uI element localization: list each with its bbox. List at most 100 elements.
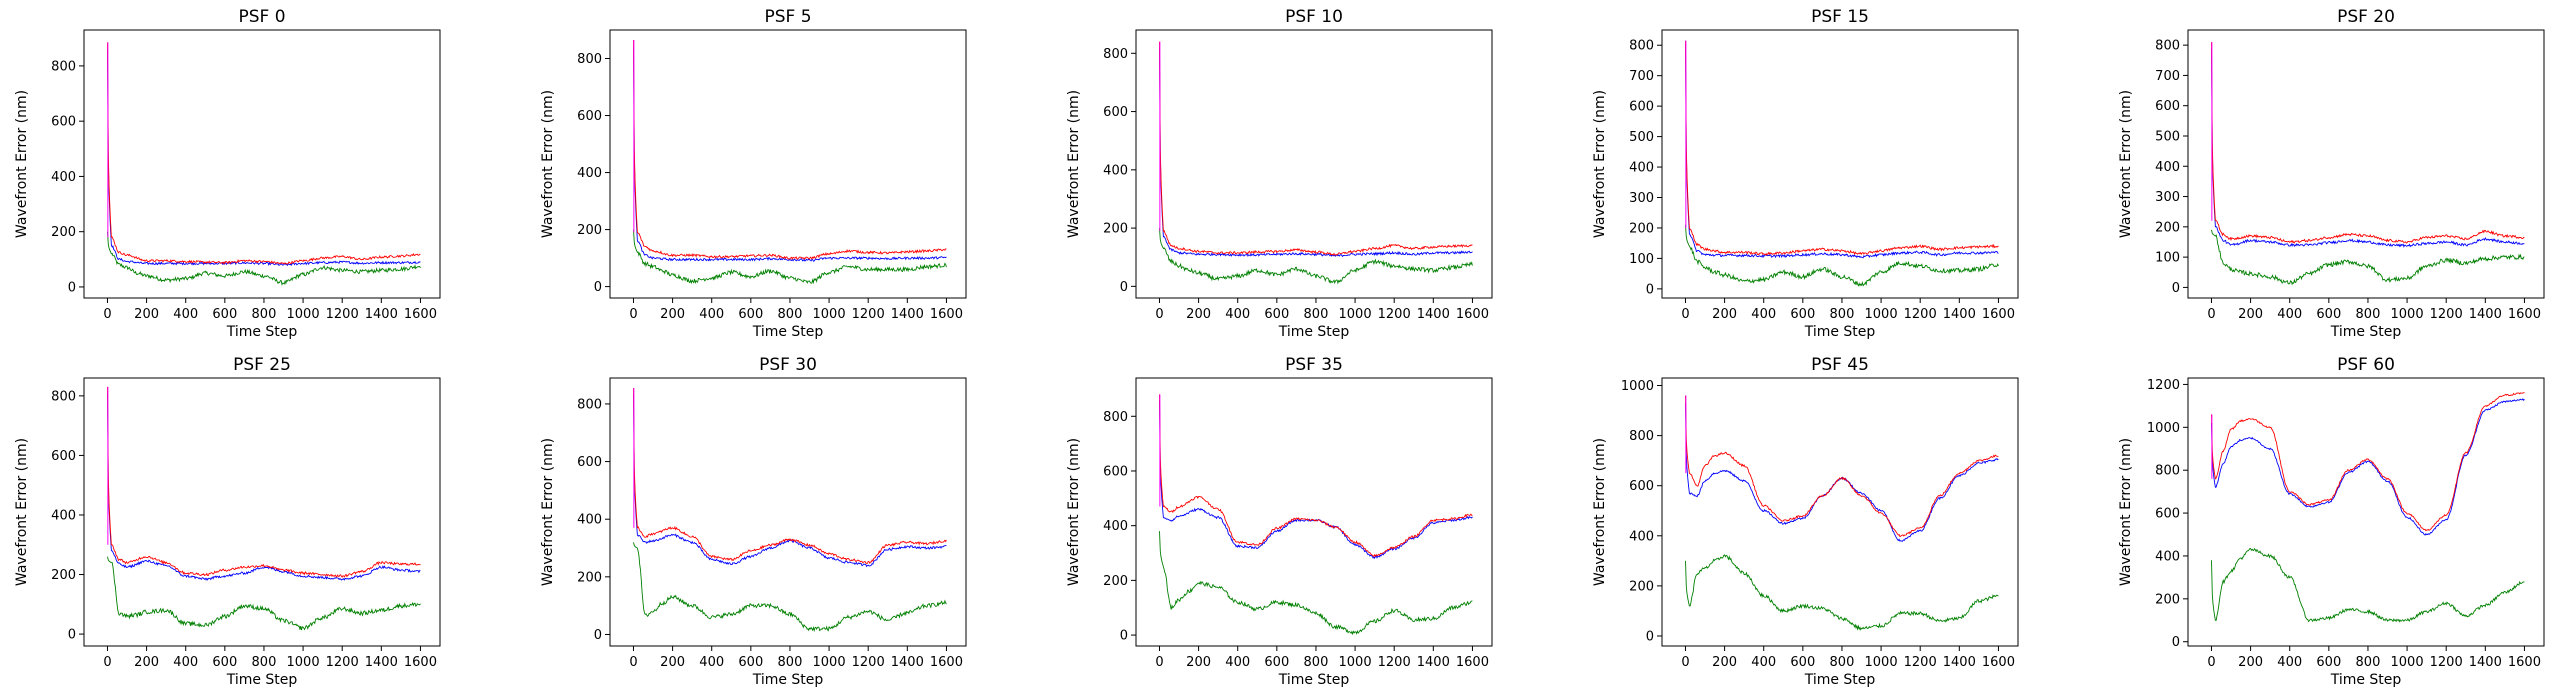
subplot-title: PSF 25: [233, 355, 291, 375]
axes-frame: [1661, 29, 2019, 299]
y-tick-label: 1000: [1621, 379, 1654, 394]
x-tick-label: 400: [699, 307, 724, 322]
subplot-title: PSF 20: [2337, 7, 2395, 27]
y-tick-label: 800: [1629, 39, 1654, 54]
series-green: [107, 556, 421, 631]
y-tick-label: 0: [1120, 280, 1128, 295]
y-tick-label: 1000: [2147, 421, 2180, 436]
y-tick-label: 200: [1103, 222, 1128, 237]
x-tick-label: 200: [1712, 655, 1737, 670]
x-tick-label: 400: [1225, 655, 1250, 670]
y-tick-label: 200: [2155, 592, 2180, 607]
y-tick-label: 200: [1629, 221, 1654, 236]
x-tick-label: 1000: [2391, 307, 2424, 322]
y-tick-label: 800: [1629, 429, 1654, 444]
x-tick-label: 1000: [2391, 655, 2424, 670]
series-red: [2211, 42, 2525, 244]
series-red: [1685, 40, 1999, 256]
axes-frame: [609, 377, 967, 647]
x-tick-label: 400: [173, 655, 198, 670]
y-tick-label: 500: [1629, 130, 1654, 145]
x-tick-label: 0: [1155, 307, 1163, 322]
subplot-title: PSF 5: [764, 7, 811, 27]
y-tick-label: 500: [2155, 129, 2180, 144]
x-axis-label: Time Step: [752, 672, 824, 688]
x-tick-label: 1200: [852, 307, 885, 322]
x-tick-label: 600: [738, 655, 763, 670]
x-tick-label: 0: [103, 655, 111, 670]
y-tick-label: 400: [1103, 519, 1128, 534]
x-tick-label: 1200: [1904, 307, 1937, 322]
series-red: [633, 388, 947, 565]
series-green: [633, 229, 947, 285]
x-tick-label: 1000: [1339, 655, 1372, 670]
x-axis-label: Time Step: [752, 324, 824, 340]
subplot-9: 0 200 400 600 800 1000 1200 1400 1600 0 200 400 600 8…: [2118, 355, 2545, 688]
x-tick-label: 1200: [2430, 655, 2463, 670]
x-tick-label: 200: [2238, 655, 2263, 670]
x-tick-label: 600: [212, 307, 237, 322]
x-tick-label: 1400: [1943, 655, 1976, 670]
x-tick-label: 0: [629, 655, 637, 670]
x-tick-label: 1400: [891, 655, 924, 670]
x-tick-label: 1400: [1417, 655, 1450, 670]
x-tick-label: 400: [2277, 655, 2302, 670]
y-tick-label: 600: [1629, 100, 1654, 115]
x-tick-label: 1000: [813, 655, 846, 670]
series-red: [2211, 392, 2525, 532]
series-green: [107, 231, 421, 286]
y-tick-label: 600: [2155, 507, 2180, 522]
x-tick-label: 1600: [1982, 307, 2015, 322]
y-tick-label: 600: [577, 455, 602, 470]
series-blue: [2211, 48, 2525, 248]
y-tick-label: 600: [51, 115, 76, 130]
x-tick-label: 200: [134, 307, 159, 322]
x-axis-label: Time Step: [1278, 324, 1350, 340]
x-tick-label: 800: [778, 655, 803, 670]
axes-frame: [609, 29, 967, 299]
axes-frame: [83, 377, 441, 647]
x-tick-label: 1600: [930, 307, 963, 322]
y-tick-label: 800: [577, 397, 602, 412]
x-tick-label: 0: [103, 307, 111, 322]
y-axis-label: Wavefront Error (nm): [540, 438, 556, 586]
y-tick-label: 800: [577, 52, 602, 67]
x-axis-label: Time Step: [226, 672, 298, 688]
y-axis-label: Wavefront Error (nm): [540, 90, 556, 238]
x-tick-label: 1600: [1456, 655, 1489, 670]
y-tick-label: 600: [1629, 479, 1654, 494]
x-tick-label: 800: [778, 307, 803, 322]
y-tick-label: 0: [1646, 629, 1654, 644]
series-blue: [2211, 398, 2525, 536]
x-tick-label: 200: [1712, 307, 1737, 322]
x-tick-label: 600: [212, 655, 237, 670]
x-tick-label: 1400: [2469, 307, 2502, 322]
axes-frame: [2187, 29, 2545, 299]
y-tick-label: 400: [51, 508, 76, 523]
y-tick-label: 400: [1103, 163, 1128, 178]
y-tick-label: 100: [2155, 251, 2180, 266]
x-tick-label: 1000: [1339, 307, 1372, 322]
y-axis-label: Wavefront Error (nm): [1592, 90, 1608, 238]
y-tick-label: 800: [51, 389, 76, 404]
y-tick-label: 0: [1646, 282, 1654, 297]
subplot-title: PSF 45: [1811, 355, 1869, 375]
subplot-3: 0 200 400 600 800 1000 1200 1400 1600 0 100 200 300 4…: [1592, 7, 2019, 340]
series-green: [1685, 554, 1999, 631]
y-tick-label: 200: [2155, 220, 2180, 235]
x-tick-label: 1000: [1865, 307, 1898, 322]
subplot-4: 0 200 400 600 800 1000 1200 1400 1600 0 100 200 300 4…: [2118, 7, 2545, 340]
series-blue: [633, 47, 947, 262]
x-axis-label: Time Step: [2330, 672, 2402, 688]
x-tick-label: 200: [134, 655, 159, 670]
x-tick-label: 600: [1264, 307, 1289, 322]
y-axis-label: Wavefront Error (nm): [1592, 438, 1608, 586]
series-green: [1159, 228, 1473, 285]
series-blue: [633, 393, 947, 568]
x-tick-label: 600: [2316, 307, 2341, 322]
axes-frame: [1661, 377, 2019, 647]
x-tick-label: 600: [1790, 655, 1815, 670]
y-tick-label: 400: [1629, 161, 1654, 176]
x-tick-label: 1200: [852, 655, 885, 670]
y-tick-label: 800: [51, 59, 76, 74]
